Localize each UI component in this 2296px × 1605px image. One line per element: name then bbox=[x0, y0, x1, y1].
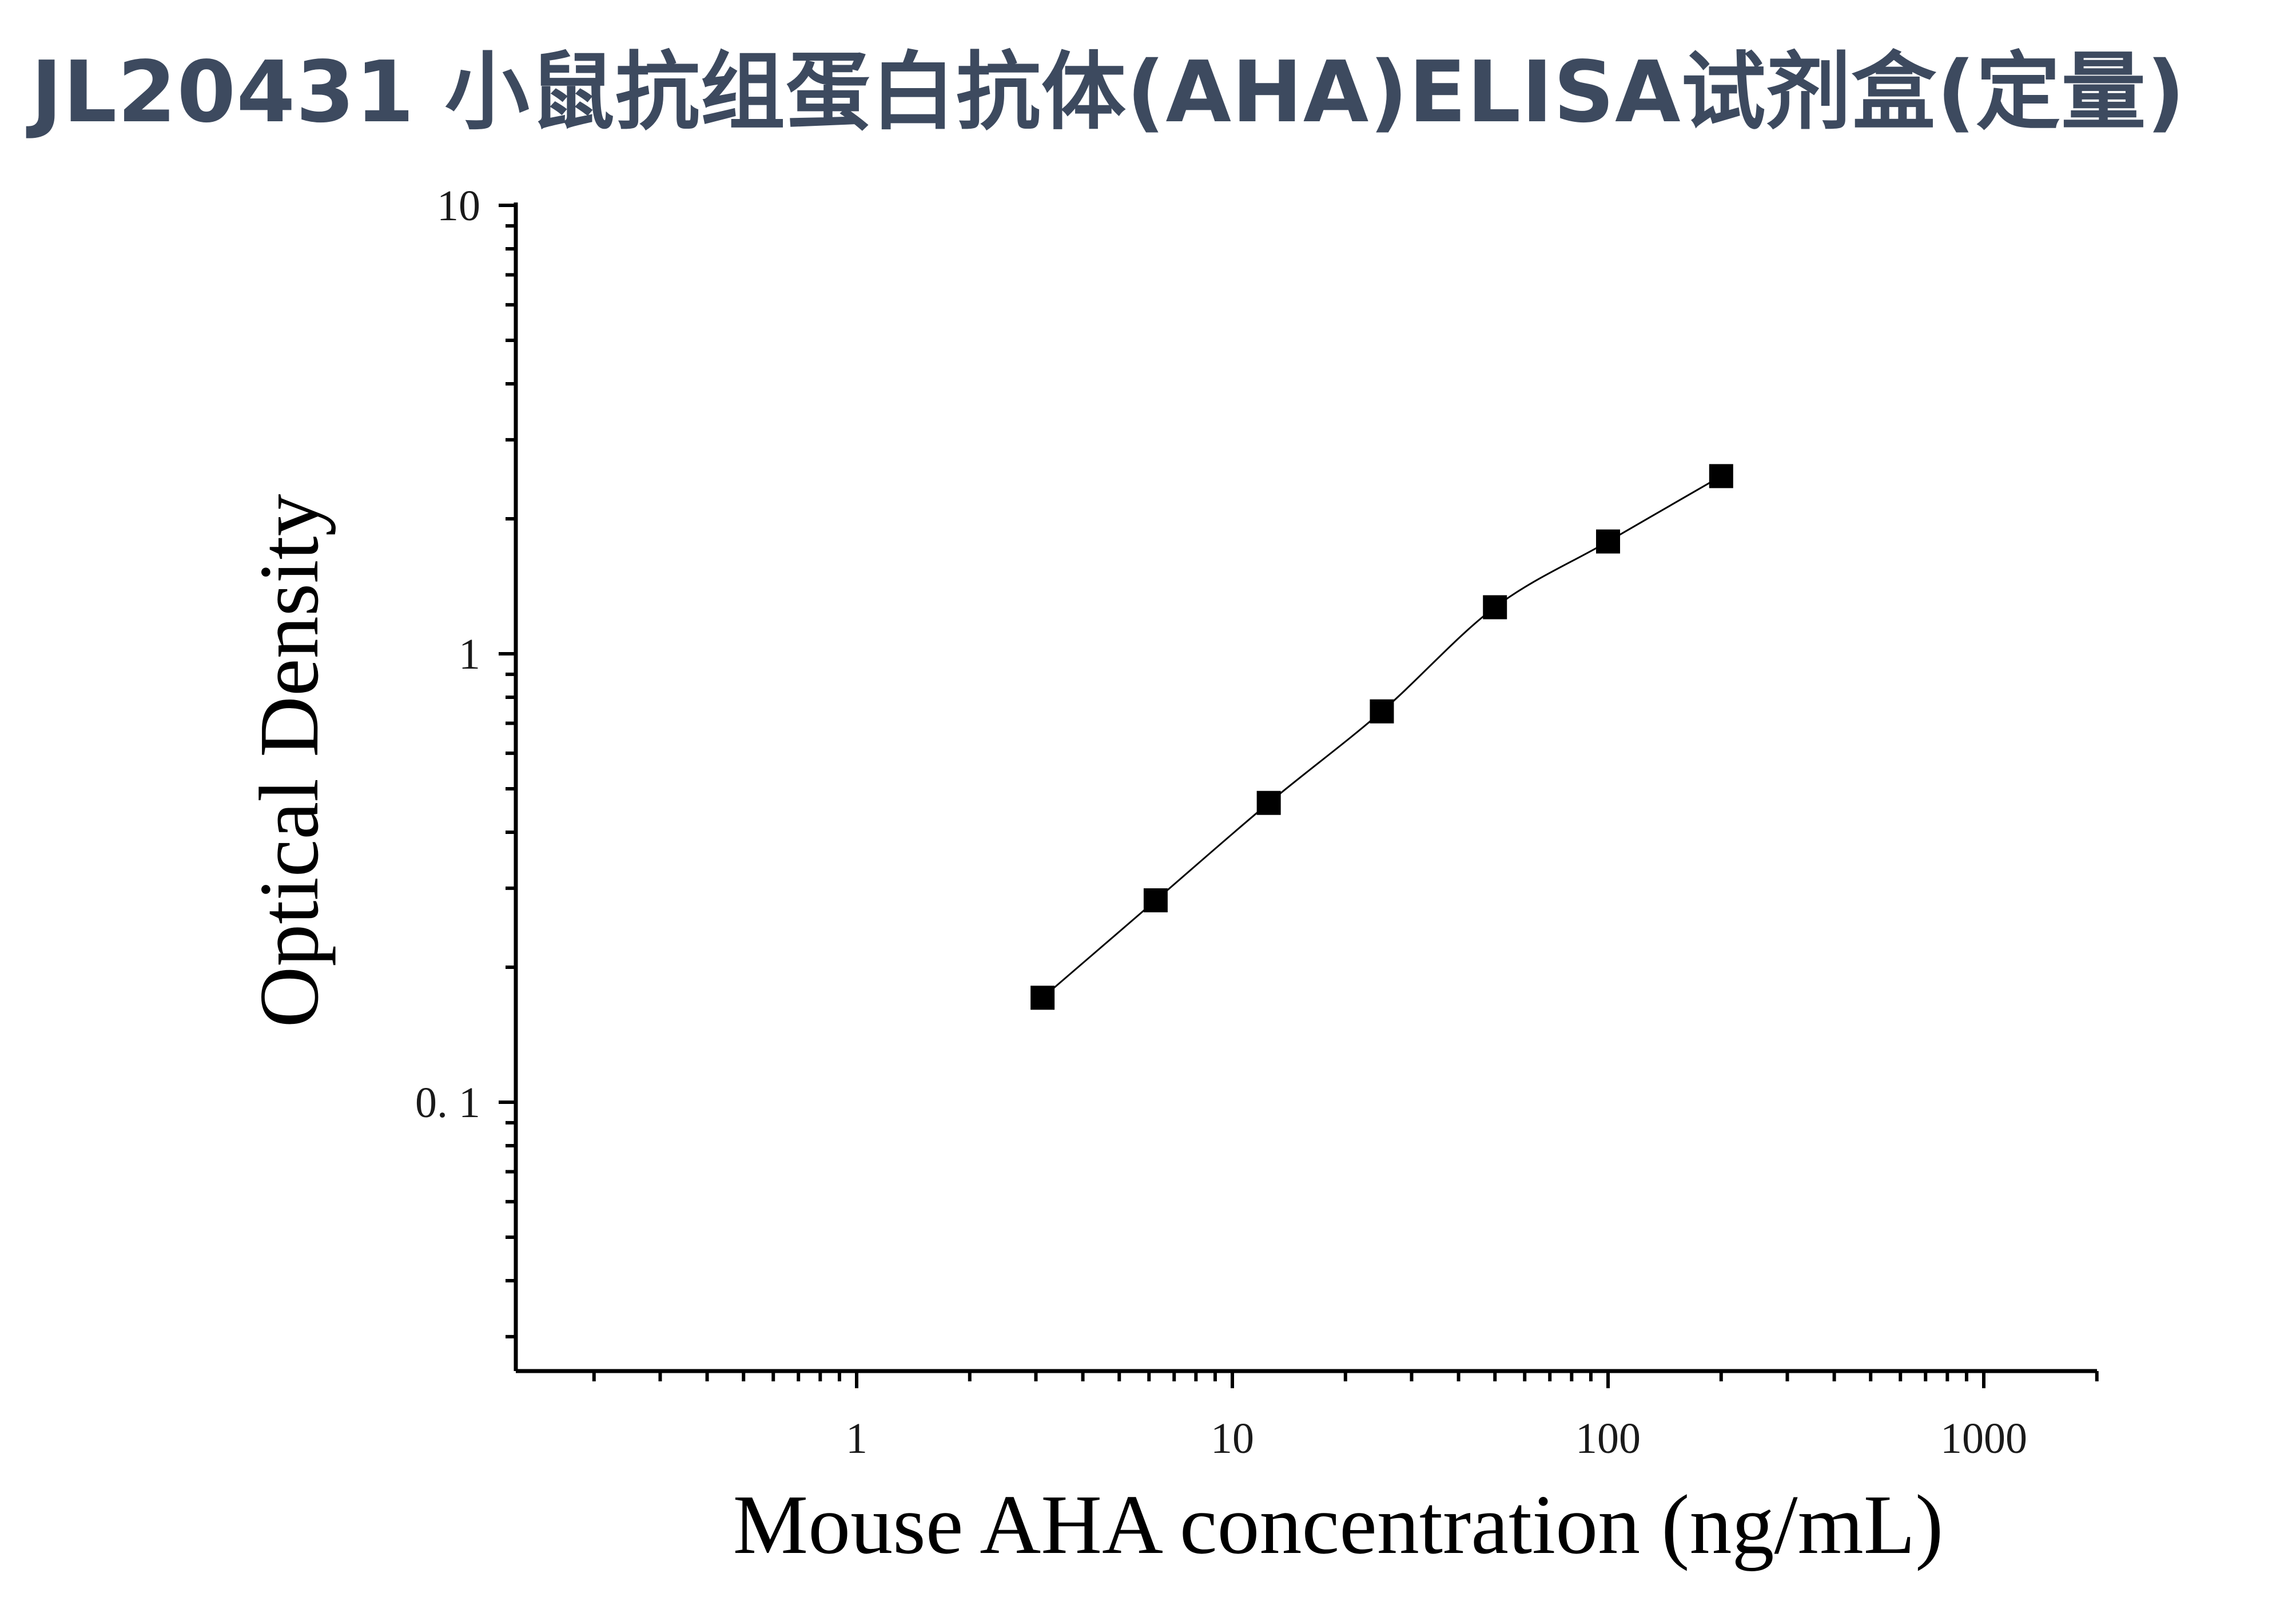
data-point bbox=[1143, 888, 1168, 913]
x-tick-label: 10 bbox=[1211, 1415, 1254, 1463]
y-tick-label: 0. 1 bbox=[415, 1079, 480, 1127]
data-point bbox=[1370, 699, 1394, 724]
data-point bbox=[1596, 529, 1620, 554]
y-tick-label: 1 bbox=[459, 630, 480, 678]
data-point bbox=[1256, 790, 1281, 815]
x-tick-label: 100 bbox=[1575, 1415, 1641, 1463]
x-tick-label: 1000 bbox=[1940, 1415, 2027, 1463]
page-title: JL20431 小鼠抗组蛋白抗体(AHA)ELISA试剂盒(定量) bbox=[31, 43, 2186, 141]
x-tick-label: 1 bbox=[846, 1415, 868, 1463]
chart-ticks bbox=[499, 204, 2099, 1388]
x-axis-title: Mouse AHA concentration (ng/mL) bbox=[733, 1478, 1944, 1572]
chart-tick-labels: 0. 1 1 10 1 10 100 1000 bbox=[415, 182, 2027, 1463]
y-tick-label: 10 bbox=[437, 182, 480, 230]
data-point bbox=[1709, 464, 1733, 488]
data-points bbox=[1030, 464, 1733, 1010]
data-point bbox=[1483, 595, 1507, 619]
chart-axes bbox=[514, 202, 2097, 1373]
y-axis-title: Optical Density bbox=[242, 494, 336, 1027]
data-point bbox=[1030, 986, 1055, 1010]
fit-curve-layer bbox=[1042, 475, 1722, 999]
fit-curve bbox=[1042, 475, 1722, 999]
